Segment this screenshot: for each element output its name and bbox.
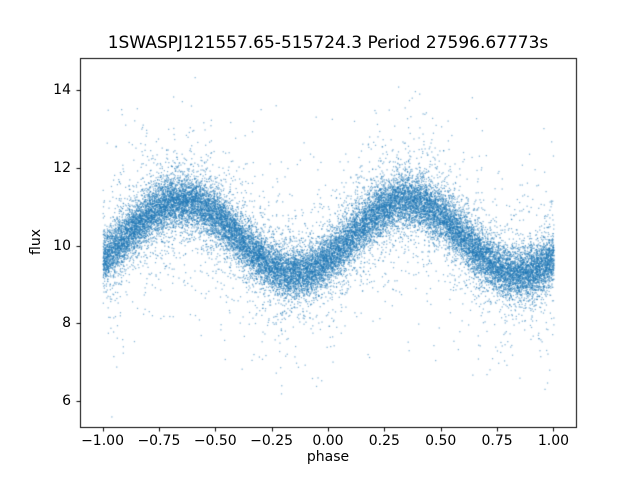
x-tick-label: −0.75 xyxy=(137,433,181,449)
x-tick-label: 0.50 xyxy=(425,433,457,449)
x-tick-label: 0.75 xyxy=(481,433,513,449)
x-tick-label: 1.00 xyxy=(537,433,570,449)
x-axis-label: phase xyxy=(306,449,350,465)
x-tick-label: −0.25 xyxy=(250,433,294,449)
chart-title: 1SWASPJ121557.65-515724.3 Period 27596.6… xyxy=(107,33,549,53)
y-tick-label: 10 xyxy=(53,237,71,254)
y-tick-label: 14 xyxy=(53,82,71,99)
y-tick-label: 6 xyxy=(62,392,71,409)
x-tick-label: 0.00 xyxy=(312,433,344,449)
x-tick-label: −0.50 xyxy=(193,433,237,449)
x-tick-label: 0.25 xyxy=(368,433,400,449)
y-tick-label: 12 xyxy=(53,159,71,176)
y-tick-label: 8 xyxy=(62,315,71,332)
x-tick-label: −1.00 xyxy=(81,433,124,449)
